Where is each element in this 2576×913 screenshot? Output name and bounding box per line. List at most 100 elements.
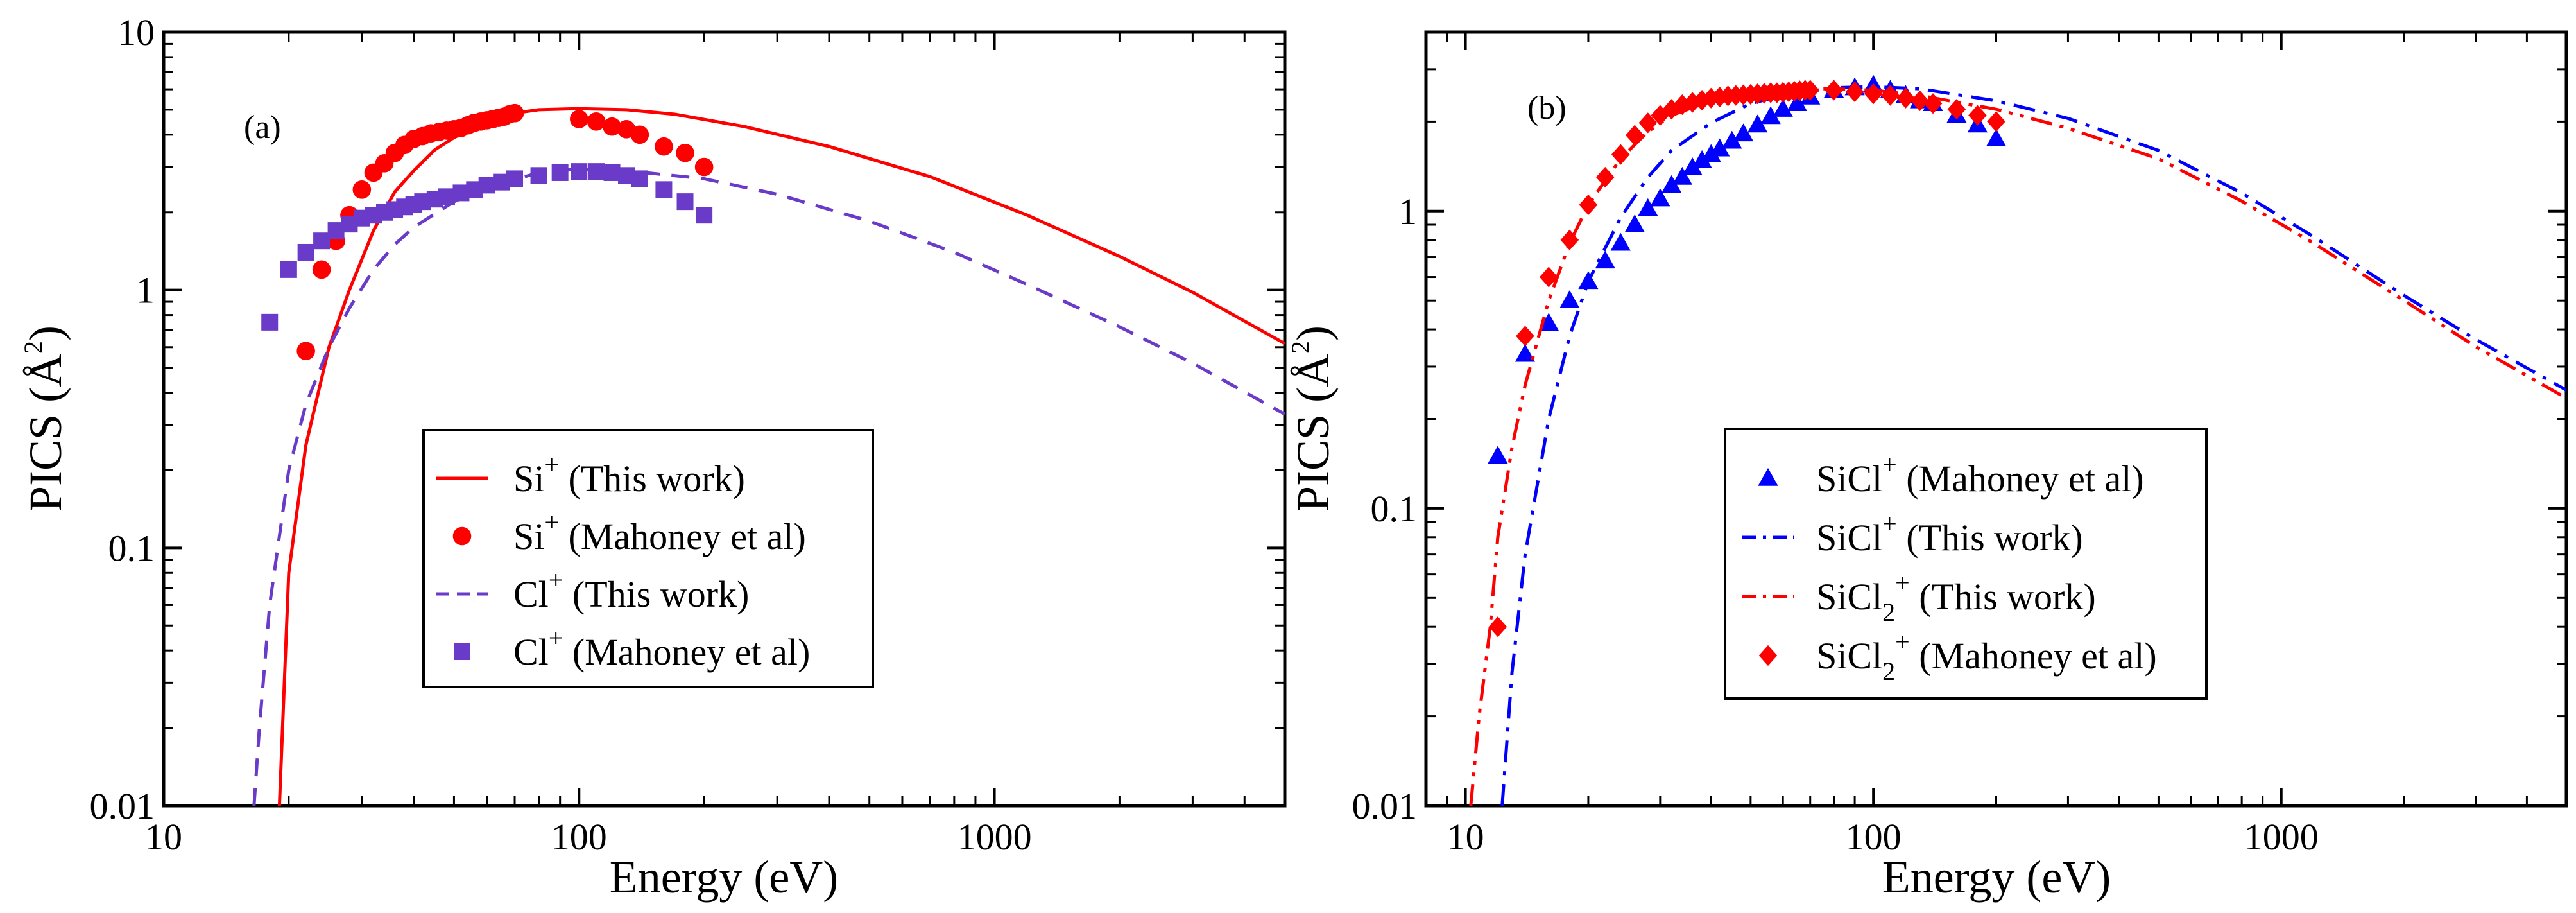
data-point <box>1710 86 1730 108</box>
y-tick-label: 10 <box>117 12 155 53</box>
data-point <box>1692 89 1712 111</box>
series-points-1 <box>296 103 714 360</box>
data-point <box>1896 87 1915 109</box>
data-point <box>1801 80 1820 101</box>
x-tick-label: 100 <box>551 816 607 858</box>
legend-entry-3: Cl+ (Mahoney et al) <box>513 623 810 673</box>
data-point <box>1662 99 1681 120</box>
series-line-1 <box>1500 85 2566 806</box>
data-point <box>1701 144 1721 162</box>
data-point <box>1595 166 1615 188</box>
data-point <box>1559 290 1580 308</box>
data-point <box>1968 105 1987 126</box>
data-point <box>587 112 606 131</box>
panel-b-series <box>1469 74 2566 806</box>
data-point <box>1662 175 1682 193</box>
data-point <box>312 260 331 279</box>
legend-entry-2: SiCl2+ (This work) <box>1816 568 2096 627</box>
y-tick-label: 1 <box>1398 191 1417 232</box>
data-point <box>696 207 713 224</box>
y-tick-label: 0.1 <box>108 527 155 569</box>
data-point <box>1881 85 1900 106</box>
data-point <box>1923 93 1943 114</box>
data-point <box>551 164 569 181</box>
panel-b: 10 100 1000 0.01 0.1 1 (b) Energy (eV) PICS (… <box>1286 30 2568 903</box>
data-point <box>1825 80 1843 101</box>
panel-a-ticks <box>162 31 1286 807</box>
data-point <box>1947 99 1966 120</box>
series-points-3 <box>1488 80 2005 638</box>
data-point <box>1673 94 1692 116</box>
y-tick-label: 0.1 <box>1371 488 1418 530</box>
data-point <box>261 313 279 331</box>
data-point <box>630 125 649 144</box>
data-point <box>1595 250 1615 269</box>
data-point <box>530 167 547 184</box>
panel-b-legend-box <box>1724 428 2208 700</box>
data-point <box>297 243 314 261</box>
data-point <box>1516 326 1534 347</box>
series-points-0 <box>1488 74 2007 464</box>
panel-b-legend: SiCl+ (Mahoney et al) SiCl+ (This work) Si… <box>1742 450 2157 686</box>
data-point <box>1651 105 1670 126</box>
panel-b-xlabel: Energy (eV) <box>1882 851 2111 903</box>
data-point <box>1864 83 1883 105</box>
data-point <box>1610 232 1631 251</box>
panel-b-ylabel: PICS (Å2) <box>1286 326 1339 512</box>
data-point <box>694 157 714 177</box>
data-point <box>1987 111 2005 132</box>
legend-marker-symbol <box>1758 467 1778 486</box>
data-point <box>631 170 648 187</box>
data-point <box>571 163 588 180</box>
y-tick-label: 0.01 <box>90 785 155 827</box>
data-point <box>603 164 621 181</box>
y-tick-label: 1 <box>136 270 155 311</box>
legend-marker-symbol <box>1758 645 1778 666</box>
data-point <box>1986 128 2007 146</box>
legend-entry-0: SiCl+ (Mahoney et al) <box>1816 450 2144 500</box>
x-tick-label: 10 <box>1447 816 1484 858</box>
data-point <box>313 232 331 250</box>
data-point <box>1638 112 1658 134</box>
panel-b-label: (b) <box>1527 90 1567 126</box>
panel-a: 10 100 1000 0.01 0.1 1 10 (a) Energy (eV) PICS… <box>19 12 1287 903</box>
data-point <box>1682 157 1703 175</box>
data-point <box>1773 99 1793 117</box>
data-point <box>506 170 524 187</box>
data-point <box>1845 81 1864 103</box>
panel-a-label: (a) <box>244 109 281 146</box>
data-point <box>676 143 694 162</box>
data-point <box>352 180 372 199</box>
data-point <box>1488 616 1507 638</box>
data-point <box>655 181 673 198</box>
y-tick-label: 0.01 <box>1352 785 1418 827</box>
x-tick-label: 100 <box>1846 816 1902 858</box>
data-point <box>676 193 694 211</box>
data-point <box>296 342 315 360</box>
data-point <box>588 163 605 180</box>
data-point <box>1710 138 1730 157</box>
legend-entry-2: Cl+ (This work) <box>513 566 749 615</box>
data-point <box>438 188 455 205</box>
data-point <box>1672 166 1692 185</box>
panel-b-ticks <box>1425 31 2568 807</box>
panel-a-plot-frame <box>162 30 1287 808</box>
series-points-3 <box>261 163 713 331</box>
legend-marker-symbol <box>452 526 472 546</box>
panel-a-ylabel: PICS (Å2) <box>19 326 71 512</box>
data-point <box>280 261 297 278</box>
data-point <box>1650 188 1670 207</box>
data-point <box>1722 130 1742 149</box>
panel-a-series <box>252 103 1285 806</box>
data-point <box>569 110 588 128</box>
data-point <box>1760 106 1781 125</box>
data-point <box>1560 229 1579 250</box>
data-point <box>478 177 495 194</box>
data-point <box>1692 150 1712 168</box>
x-tick-label: 10 <box>145 816 182 858</box>
data-point <box>1611 144 1630 165</box>
panel-a-legend-box <box>422 429 874 688</box>
data-point <box>1733 123 1754 142</box>
data-point <box>1626 125 1644 146</box>
data-point <box>1911 90 1929 112</box>
